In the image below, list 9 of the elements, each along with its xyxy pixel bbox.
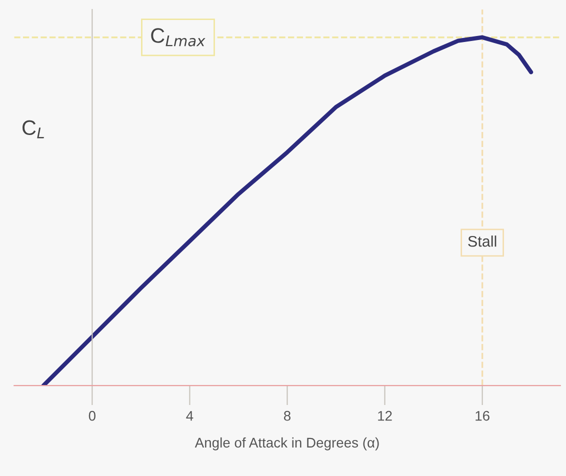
x-axis-title: Angle of Attack in Degrees (α) xyxy=(194,437,379,450)
ref-line-label: Stall xyxy=(468,236,496,247)
x-tick-label: 12 xyxy=(378,410,392,421)
x-tick-label: 8 xyxy=(284,410,291,421)
y-axis-title: C$_{L}$ xyxy=(22,120,44,138)
x-tick-label: 16 xyxy=(476,410,490,421)
ref-line-label: C$_{Lmax}$ xyxy=(151,28,206,46)
x-tick-label: 0 xyxy=(88,410,96,421)
x-tick-label: 4 xyxy=(186,411,194,421)
